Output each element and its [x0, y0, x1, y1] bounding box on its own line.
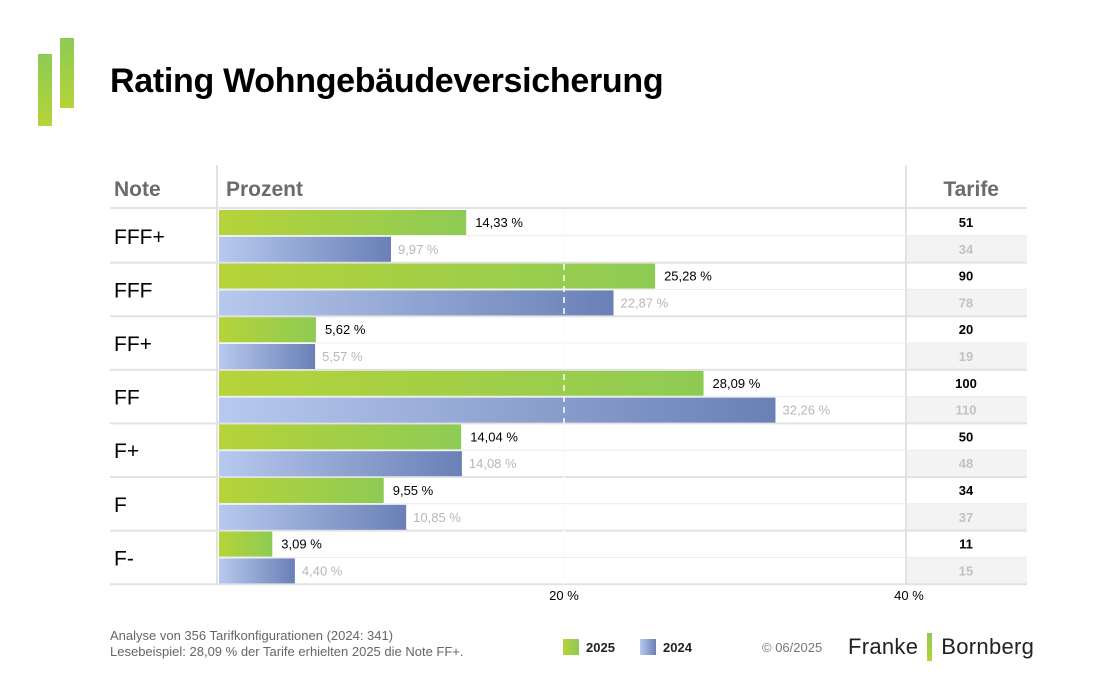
- x-tick-label: 40 %: [894, 588, 924, 603]
- value-label-2025: 9,55 %: [393, 483, 434, 498]
- tariff-count-2025: 90: [959, 269, 973, 284]
- legend-swatch-2025: [563, 639, 579, 655]
- value-label-2024: 9,97 %: [398, 242, 439, 257]
- tariff-count-2025: 11: [959, 537, 973, 552]
- legend-label-2025: 2025: [586, 639, 615, 655]
- tariff-cell-2024-bg: [907, 557, 1027, 585]
- value-label-2024: 5,57 %: [322, 349, 363, 364]
- brand-logo: Franke Bornberg: [848, 632, 1034, 662]
- bar-2024: [219, 451, 462, 477]
- note-label: F+: [114, 440, 139, 463]
- footer-note: Analyse von 356 Tarifkonfigurationen (20…: [110, 628, 464, 660]
- footer-reading-example: Lesebeispiel: 28,09 % der Tarife erhielt…: [110, 644, 464, 659]
- legend-label-2024: 2024: [663, 639, 692, 655]
- bar-2025: [219, 210, 467, 235]
- note-label: FF+: [114, 333, 152, 356]
- note-label: FFF+: [114, 226, 165, 249]
- tariff-count-2024: 37: [959, 510, 973, 525]
- bar-2025: [219, 317, 316, 343]
- x-tick-label: 20 %: [549, 588, 579, 603]
- bar-2025: [219, 531, 273, 557]
- value-label-2025: 14,33 %: [475, 215, 523, 230]
- bar-2024: [219, 290, 614, 316]
- tariff-count-2024: 78: [959, 295, 973, 310]
- legend-item-2024: 2024: [640, 639, 692, 655]
- tariff-cell-2024-bg: [907, 289, 1027, 317]
- tariff-cell-2024-bg: [907, 235, 1027, 263]
- brand-separator-icon: [927, 633, 933, 661]
- value-label-2024: 14,08 %: [469, 456, 517, 471]
- value-label-2025: 5,62 %: [325, 322, 366, 337]
- bar-2025: [219, 424, 462, 450]
- header-tariffs: Tarife: [943, 178, 999, 201]
- bar-2025: [219, 263, 656, 289]
- tariff-count-2024: 15: [959, 563, 973, 578]
- tariff-count-2024: 110: [956, 403, 977, 418]
- bar-2025: [219, 370, 704, 396]
- footer-analysis: Analyse von 356 Tarifkonfigurationen (20…: [110, 628, 394, 643]
- bar-2024: [219, 397, 776, 423]
- tariff-count-2025: 51: [959, 215, 973, 230]
- value-label-2024: 10,85 %: [413, 510, 461, 525]
- bar-2024: [219, 344, 316, 369]
- value-label-2025: 25,28 %: [664, 269, 712, 284]
- note-label: F-: [114, 547, 134, 570]
- value-label-2024: 22,87 %: [621, 295, 669, 310]
- value-label-2024: 32,26 %: [782, 403, 830, 418]
- note-label: FF: [114, 387, 140, 410]
- note-label: F: [114, 494, 127, 517]
- tariff-count-2024: 34: [959, 242, 974, 257]
- tariff-cell-2024-bg: [907, 396, 1027, 424]
- brand-name-left: Franke: [848, 634, 919, 659]
- value-label-2025: 3,09 %: [281, 537, 322, 552]
- header-percent: Prozent: [226, 178, 303, 201]
- page-title: Rating Wohngebäudeversicherung: [110, 62, 664, 100]
- tariff-cell-2024-bg: [907, 503, 1027, 531]
- legend-swatch-2024: [640, 639, 656, 655]
- logo-mark-icon: [38, 38, 74, 126]
- tariff-count-2024: 48: [959, 456, 973, 471]
- tariff-count-2025: 20: [959, 322, 973, 337]
- tariff-count-2025: 34: [959, 483, 974, 498]
- tariff-cell-2024-bg: [907, 343, 1027, 370]
- note-label: FFF: [114, 279, 152, 302]
- bar-2024: [219, 558, 295, 584]
- value-label-2025: 14,04 %: [470, 429, 518, 444]
- brand-name-right: Bornberg: [941, 634, 1035, 659]
- tariff-count-2025: 50: [959, 429, 973, 444]
- value-label-2024: 4,40 %: [302, 563, 343, 578]
- tariff-cell-2024-bg: [907, 450, 1027, 477]
- value-label-2025: 28,09 %: [713, 376, 761, 391]
- bar-2024: [219, 236, 391, 262]
- header-note: Note: [114, 178, 161, 201]
- copyright: © 06/2025: [762, 640, 823, 655]
- tariff-count-2025: 100: [955, 376, 977, 391]
- legend-item-2025: 2025: [563, 639, 615, 655]
- bar-2024: [219, 504, 407, 530]
- bar-2025: [219, 478, 384, 503]
- tariff-count-2024: 19: [959, 349, 973, 364]
